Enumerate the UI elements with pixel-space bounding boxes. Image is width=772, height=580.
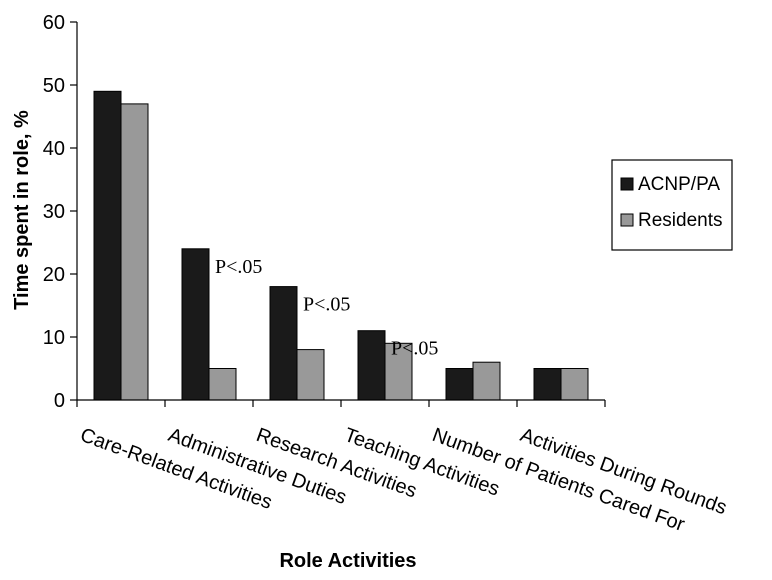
bar-acnp-pa (357, 330, 386, 401)
bar-residents (560, 368, 589, 401)
legend-swatch (620, 213, 634, 227)
bar-acnp-pa (181, 248, 210, 401)
y-axis-title: Time spent in role, % (11, 110, 33, 310)
bar-residents (472, 361, 501, 401)
y-tick-label: 60 (43, 12, 65, 34)
bar-acnp-pa (269, 286, 298, 401)
y-tick-label: 20 (43, 264, 65, 286)
y-axis-ticks: 0 10 20 30 40 50 60 (43, 12, 77, 412)
y-tick-label: 50 (43, 75, 65, 97)
legend-swatch (620, 177, 634, 191)
legend: ACNP/PA Residents (611, 159, 733, 251)
y-tick-label: 0 (54, 390, 65, 412)
bar-residents (296, 349, 325, 401)
x-axis-title: Role Activities (279, 550, 416, 572)
y-tick-label: 40 (43, 138, 65, 160)
bar-residents (120, 103, 149, 401)
y-tick-label: 10 (43, 327, 65, 349)
bar-acnp-pa (93, 90, 122, 401)
bar-acnp-pa (533, 368, 562, 401)
bars (93, 90, 589, 401)
legend-box (611, 159, 733, 251)
significance-annotation: P<.05 (391, 338, 438, 360)
significance-annotation: P<.05 (303, 294, 350, 316)
legend-label: ACNP/PA (638, 174, 720, 195)
annotations: P<.05 P<.05 P<.05 (215, 256, 438, 360)
axes (76, 22, 606, 407)
y-tick-label: 30 (43, 201, 65, 223)
legend-label: Residents (638, 210, 723, 231)
significance-annotation: P<.05 (215, 256, 262, 278)
bar-residents (208, 368, 237, 401)
bar-acnp-pa (445, 368, 474, 401)
